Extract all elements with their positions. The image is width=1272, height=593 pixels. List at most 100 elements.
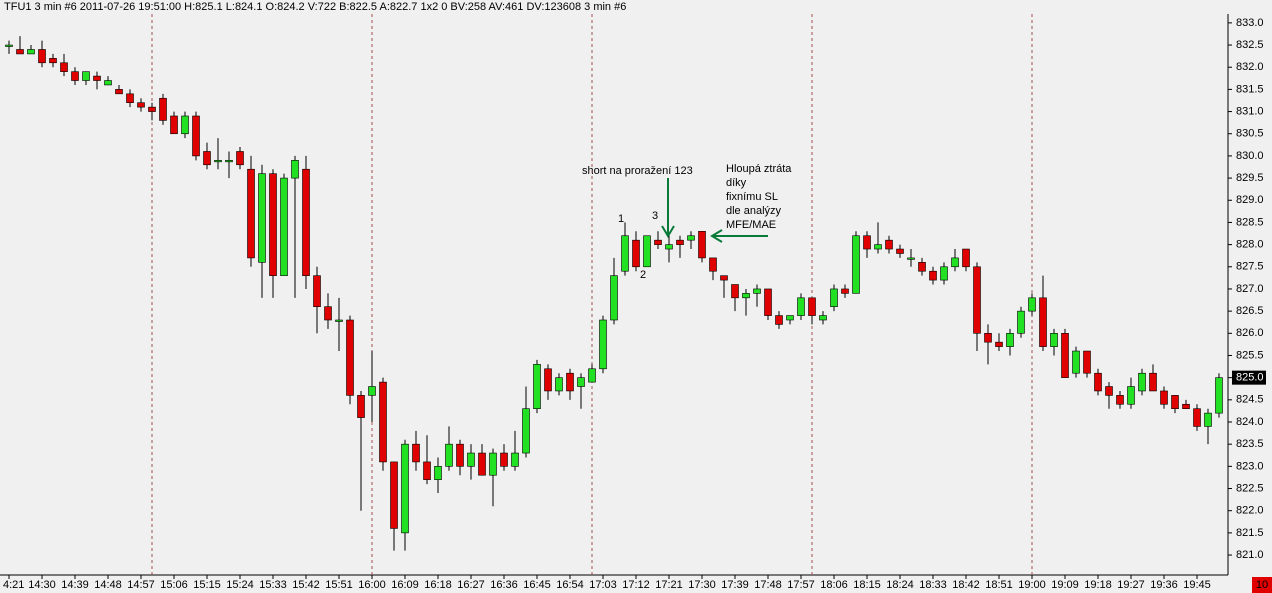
y-tick-label: 823.5 — [1236, 438, 1264, 450]
candle-body — [1028, 297, 1036, 312]
y-tick-label: 828.0 — [1236, 239, 1264, 251]
candle-body — [709, 257, 717, 272]
candle-body — [808, 297, 816, 316]
y-tick-label: 830.5 — [1236, 128, 1264, 140]
candle-body — [698, 231, 706, 259]
annotation: Hloupá ztráta — [726, 163, 792, 175]
x-tick-label: 18:42 — [952, 579, 980, 591]
x-tick-label: 16:27 — [457, 579, 485, 591]
y-tick-label: 824.5 — [1236, 394, 1264, 406]
candle-body — [665, 244, 673, 250]
candle-body — [995, 341, 1003, 347]
x-tick-label: 18:33 — [919, 579, 947, 591]
x-tick-label: 18:51 — [985, 579, 1013, 591]
annotation: short na proražení 123 — [582, 165, 693, 177]
x-tick-label: 17:39 — [721, 579, 749, 591]
candle-body — [632, 239, 640, 268]
candle-body — [654, 239, 662, 245]
candle-body — [1116, 395, 1124, 405]
candle-body — [1138, 372, 1146, 392]
candle-body — [203, 151, 211, 166]
swing-label: 3 — [652, 210, 658, 222]
candle-body — [49, 58, 57, 64]
x-tick-label: 17:48 — [754, 579, 782, 591]
swing-label: 1 — [618, 213, 624, 225]
candle-body — [137, 102, 145, 108]
candle-body — [1006, 333, 1014, 347]
candle-body — [687, 235, 695, 241]
x-tick-label: 16:36 — [490, 579, 518, 591]
candle-body — [676, 239, 684, 245]
candle-body — [973, 266, 981, 334]
candle-body — [1193, 408, 1201, 427]
x-tick-label: 17:12 — [622, 579, 650, 591]
chart-title: TFU1 3 min #6 2011-07-26 19:51:00 H:825.… — [4, 1, 626, 13]
annotation: MFE/MAE — [726, 219, 776, 231]
y-tick-label: 827.0 — [1236, 283, 1264, 295]
candle-body — [951, 257, 959, 268]
candle-body — [511, 452, 519, 467]
y-tick-label: 831.5 — [1236, 83, 1264, 95]
candle-body — [335, 319, 343, 322]
candle-body — [610, 275, 618, 321]
candle-body — [1039, 297, 1047, 347]
candle-body — [907, 257, 915, 260]
x-tick-label: 17:03 — [589, 579, 617, 591]
candle-body — [797, 297, 805, 316]
x-tick-label: 15:42 — [292, 579, 320, 591]
x-tick-label: 17:21 — [655, 579, 683, 591]
candle-body — [467, 452, 475, 467]
candle-body — [357, 395, 365, 418]
candle-body — [786, 315, 794, 321]
candle-body — [390, 461, 398, 529]
x-tick-label: 14:30 — [28, 579, 56, 591]
candle-body — [258, 173, 266, 263]
x-tick-label: 15:51 — [325, 579, 353, 591]
y-tick-label: 823.0 — [1236, 460, 1264, 472]
candle-body — [291, 160, 299, 179]
arrow-head — [710, 229, 723, 243]
candle-body — [544, 368, 552, 392]
candle-body — [5, 44, 13, 47]
candle-body — [731, 284, 739, 299]
candle-body — [236, 151, 244, 166]
candle-body — [643, 235, 651, 268]
candle-body — [148, 106, 156, 112]
candle-body — [1050, 333, 1058, 347]
annotation: dle analýzy — [726, 205, 782, 217]
x-tick-label: 17:30 — [688, 579, 716, 591]
y-tick-label: 822.0 — [1236, 505, 1264, 517]
y-tick-label: 821.0 — [1236, 549, 1264, 561]
arrows — [661, 178, 768, 243]
candle-body — [1105, 386, 1113, 396]
y-tick-label: 826.5 — [1236, 305, 1264, 317]
y-tick-label: 825.5 — [1236, 349, 1264, 361]
candle-body — [918, 262, 926, 272]
candle-body — [984, 333, 992, 343]
corner-badge: 10 — [1256, 579, 1268, 591]
y-tick-label: 833.0 — [1236, 17, 1264, 29]
candle-body — [522, 408, 530, 454]
candle-body — [940, 266, 948, 281]
x-tick-label: 19:27 — [1117, 579, 1145, 591]
y-tick-label: 831.0 — [1236, 105, 1264, 117]
candle-body — [775, 315, 783, 325]
x-tick-label: 15:33 — [259, 579, 287, 591]
x-tick-label: 18:24 — [886, 579, 914, 591]
y-tick-label: 832.5 — [1236, 39, 1264, 51]
x-tick-label: 19:18 — [1084, 579, 1112, 591]
candle-body — [93, 75, 101, 81]
x-tick-label: 16:18 — [424, 579, 452, 591]
candle-body — [852, 235, 860, 294]
candle-body — [313, 275, 321, 307]
candle-body — [1017, 310, 1025, 334]
candle-body — [181, 115, 189, 135]
candle-body — [38, 49, 46, 64]
candle-body — [819, 315, 827, 321]
candle-body — [126, 93, 134, 103]
candle-body — [599, 319, 607, 370]
annotation: díky — [726, 177, 747, 189]
candle-body — [566, 372, 574, 392]
